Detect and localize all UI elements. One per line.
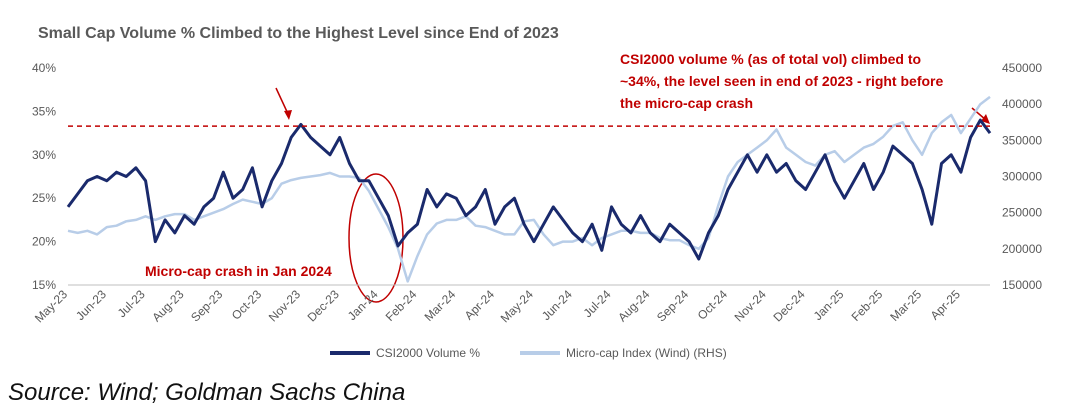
y2-tick-label: 150000 <box>1002 278 1042 292</box>
x-tick-label: Sep-24 <box>654 287 691 324</box>
x-tick-label: Dec-23 <box>305 287 342 324</box>
y2-tick-label: 200000 <box>1002 242 1042 256</box>
series-line <box>67 95 991 283</box>
y2-tick-label: 350000 <box>1002 133 1042 147</box>
annotation: the micro-cap crash <box>620 95 753 111</box>
x-tick-label: Jan-25 <box>811 287 847 323</box>
arrow-head <box>284 110 292 120</box>
y-tick-label: 20% <box>32 235 56 249</box>
x-tick-label: Sep-23 <box>188 287 225 324</box>
series-line <box>66 118 992 261</box>
y-tick-label: 25% <box>32 191 56 205</box>
y-tick-label: 15% <box>32 278 56 292</box>
chart-title: Small Cap Volume % Climbed to the Highes… <box>38 25 559 42</box>
y2-tick-label: 400000 <box>1002 97 1042 111</box>
y2-tick-label: 300000 <box>1002 170 1042 184</box>
x-tick-label: Nov-24 <box>732 287 769 324</box>
x-tick-label: Jun-23 <box>73 287 109 323</box>
x-tick-label: May-23 <box>32 287 70 325</box>
x-tick-label: Feb-24 <box>383 287 420 324</box>
y2-tick-label: 450000 <box>1002 61 1042 75</box>
annotation: CSI2000 volume % (as of total vol) climb… <box>620 51 921 67</box>
x-tick-label: Jan-24 <box>345 287 381 323</box>
x-tick-label: Apr-25 <box>928 287 964 323</box>
x-tick-label: Feb-25 <box>849 287 886 324</box>
x-tick-label: Oct-24 <box>695 287 731 323</box>
x-tick-label: Dec-24 <box>770 287 807 324</box>
y-tick-label: 35% <box>32 104 56 118</box>
x-tick-label: Mar-25 <box>887 287 924 324</box>
x-tick-label: May-24 <box>498 287 536 325</box>
y-tick-label: 30% <box>32 148 56 162</box>
annotation: ~34%, the level seen in end of 2023 - ri… <box>620 73 943 89</box>
annotation: Micro-cap crash in Jan 2024 <box>145 263 332 279</box>
x-tick-label: Jul-23 <box>115 287 148 320</box>
x-tick-label: Jul-24 <box>581 287 614 320</box>
x-tick-label: Aug-24 <box>615 287 652 324</box>
x-tick-label: Apr-24 <box>462 287 498 323</box>
x-tick-label: Nov-23 <box>266 287 303 324</box>
y2-tick-label: 250000 <box>1002 206 1042 220</box>
arrow-head <box>981 114 990 124</box>
x-tick-label: Oct-23 <box>229 287 265 323</box>
legend-label: CSI2000 Volume % <box>376 346 480 360</box>
x-tick-label: Mar-24 <box>422 287 459 324</box>
x-tick-label: Jun-24 <box>539 287 575 323</box>
source: Source: Wind; Goldman Sachs China <box>8 379 405 406</box>
y-tick-label: 40% <box>32 61 56 75</box>
x-tick-label: Aug-23 <box>149 287 186 324</box>
legend-label: Micro-cap Index (Wind) (RHS) <box>566 346 727 360</box>
